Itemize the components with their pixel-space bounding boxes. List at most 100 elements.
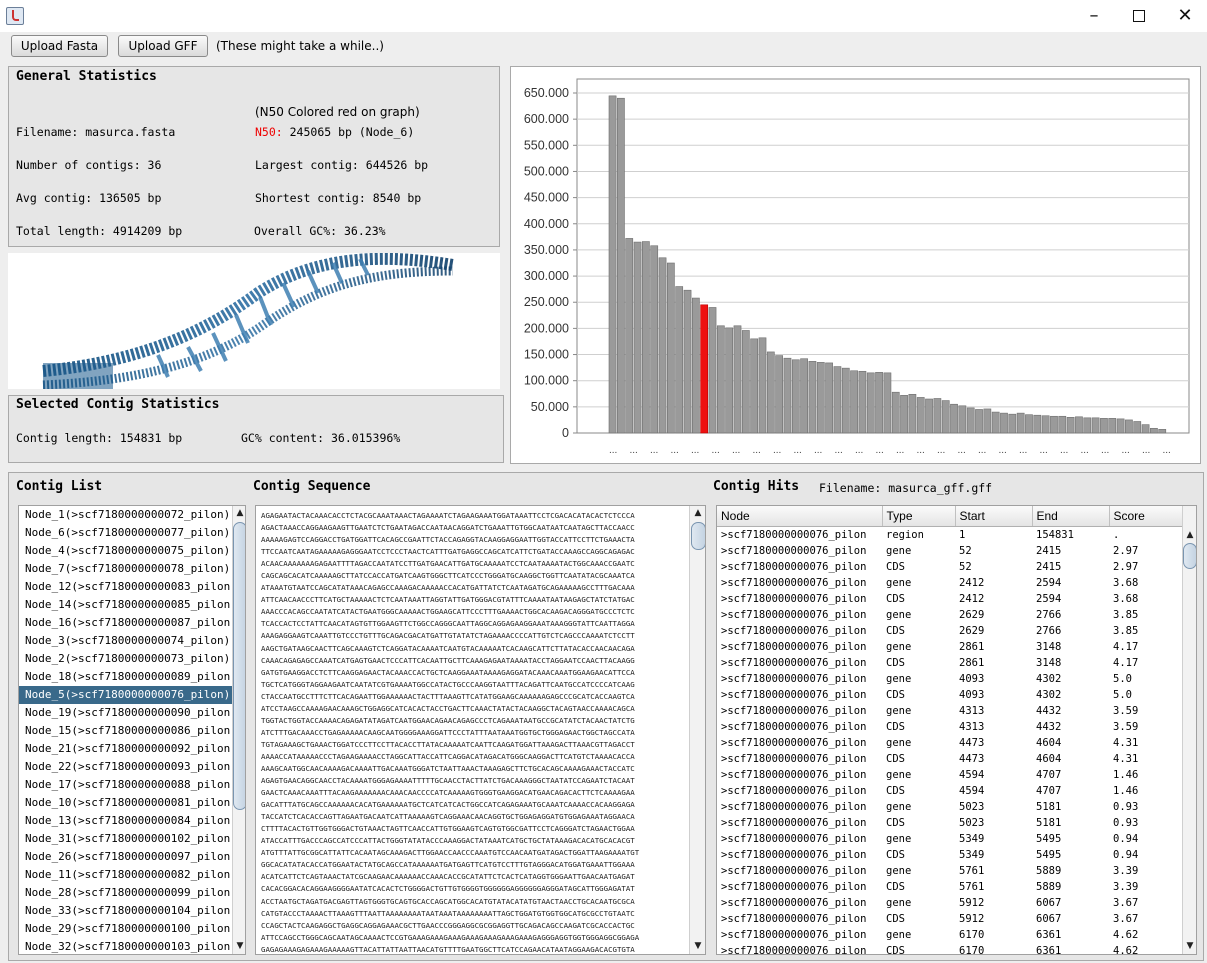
contig-list-item[interactable]: Node_26(>scf7180000000097_pilon)	[25, 850, 237, 863]
contig-list-item[interactable]: Node_2(>scf7180000000073_pilon)	[25, 652, 231, 665]
hits-scroll-thumb[interactable]	[1183, 543, 1196, 569]
table-row[interactable]: >scf7180000000076_pilon gene 5349 5495 0.94	[717, 831, 1182, 847]
table-row[interactable]: >scf7180000000076_pilon CDS 5761 5889 3.39	[717, 879, 1182, 895]
table-row[interactable]: >scf7180000000076_pilon gene 2629 2766 3.85	[717, 607, 1182, 623]
upload-gff-button[interactable]: Upload GFF	[118, 35, 208, 57]
table-row[interactable]: >scf7180000000076_pilon CDS 52 2415 2.97	[717, 559, 1182, 575]
contig-list-item[interactable]: Node_13(>scf7180000000084_pilon)	[25, 814, 237, 827]
contig-list-item[interactable]: Node_19(>scf7180000000090_pilon)	[25, 706, 237, 719]
scroll-down-icon[interactable]: ▼	[236, 941, 244, 951]
contig-list-item[interactable]: Node_31(>scf7180000000102_pilon)	[25, 832, 237, 845]
column-header-start[interactable]: Start	[955, 506, 1033, 527]
contig-list-title: Contig List	[16, 479, 103, 494]
table-cell: 6361	[1036, 928, 1062, 941]
y-tick-label: 0	[562, 426, 569, 440]
scroll-up-icon[interactable]: ▲	[694, 508, 702, 518]
column-header-end[interactable]: End	[1032, 506, 1110, 527]
contig-list-item[interactable]: Node_6(>scf7180000000077_pilon)	[25, 526, 231, 539]
table-row[interactable]: >scf7180000000076_pilon CDS 2412 2594 3.68	[717, 591, 1182, 607]
table-row[interactable]: >scf7180000000076_pilon CDS 4093 4302 5.0	[717, 687, 1182, 703]
contig-list-item[interactable]: Node_32(>scf7180000000103_pilon)	[25, 940, 237, 953]
table-row[interactable]: >scf7180000000076_pilon gene 2861 3148 4.17	[717, 639, 1182, 655]
table-cell: 2766	[1036, 608, 1062, 621]
table-cell: 5023	[959, 816, 985, 829]
table-row[interactable]: >scf7180000000076_pilon gene 4313 4432 3.59	[717, 703, 1182, 719]
maximize-icon[interactable]	[1124, 4, 1154, 28]
x-tick-label: ...	[896, 445, 904, 456]
table-row[interactable]: >scf7180000000076_pilon gene 4594 4707 1.46	[717, 767, 1182, 783]
close-icon[interactable]: ✕	[1177, 5, 1193, 26]
contig-list-item[interactable]: Node_7(>scf7180000000078_pilon)	[25, 562, 231, 575]
contig-list-item[interactable]: Node_3(>scf7180000000074_pilon)	[25, 634, 231, 647]
scroll-up-icon[interactable]: ▲	[236, 508, 244, 518]
table-cell: >scf7180000000076_pilon	[721, 640, 867, 653]
contig-list-item[interactable]: Node_17(>scf7180000000088_pilon)	[25, 778, 237, 791]
chart-bar	[625, 238, 634, 434]
column-header-type[interactable]: Type	[882, 506, 956, 527]
contig-list-item[interactable]: Node_22(>scf7180000000093_pilon)	[25, 760, 237, 773]
contig-list-item[interactable]: Node_11(>scf7180000000082_pilon)	[25, 868, 237, 881]
table-cell: 3148	[1036, 640, 1062, 653]
table-cell: 4.62	[1113, 944, 1139, 955]
minimize-icon[interactable]: –	[1089, 5, 1099, 26]
table-row[interactable]: >scf7180000000076_pilon gene 5023 5181 0.93	[717, 799, 1182, 815]
upload-fasta-button[interactable]: Upload Fasta	[11, 35, 108, 57]
table-cell: 2.97	[1113, 544, 1139, 557]
table-row[interactable]: >scf7180000000076_pilon gene 4093 4302 5.0	[717, 671, 1182, 687]
table-row[interactable]: >scf7180000000076_pilon CDS 5023 5181 0.93	[717, 815, 1182, 831]
table-cell: 4.31	[1113, 752, 1139, 765]
scroll-up-icon[interactable]: ▲	[1186, 530, 1194, 540]
table-cell: CDS	[886, 624, 905, 637]
table-row[interactable]: >scf7180000000076_pilon CDS 5349 5495 0.94	[717, 847, 1182, 863]
contig-list-item[interactable]: Node_10(>scf7180000000081_pilon)	[25, 796, 237, 809]
contig-list[interactable]: Node_1(>scf7180000000072_pilon) Node_6(>s…	[18, 505, 246, 955]
scroll-down-icon[interactable]: ▼	[694, 941, 702, 951]
contig-sequence-text[interactable]: AGAGAATACTACAAACACCTCTACGCAAATAAACTAGAAA…	[256, 506, 693, 954]
sequence-scroll-thumb[interactable]	[691, 522, 705, 550]
contig-list-item[interactable]: Node_14(>scf7180000000085_pilon)	[25, 598, 237, 611]
contig-list-item[interactable]: Node_15(>scf7180000000086_pilon)	[25, 724, 237, 737]
sequence-line: AAAGCAATGGCAACAAAAGACAAAATTGACAAATGGGATC…	[261, 763, 635, 773]
contig-list-item[interactable]: Node_16(>scf7180000000087_pilon)	[25, 616, 237, 629]
contig-list-item[interactable]: Node_5(>scf7180000000076_pilon)	[19, 686, 232, 704]
table-row[interactable]: >scf7180000000076_pilon gene 52 2415 2.97	[717, 543, 1182, 559]
table-row[interactable]: >scf7180000000076_pilon CDS 5912 6067 3.67	[717, 911, 1182, 927]
contig-list-item[interactable]: Node_29(>scf7180000000100_pilon)	[25, 922, 237, 935]
contig-list-item[interactable]: Node_18(>scf7180000000089_pilon)	[25, 670, 237, 683]
contig-list-scroll-thumb[interactable]	[233, 522, 245, 810]
contig-list-item[interactable]: Node_1(>scf7180000000072_pilon)	[25, 508, 231, 521]
table-cell: 4473	[959, 736, 985, 749]
contig-list-item[interactable]: Node_21(>scf7180000000092_pilon)	[25, 742, 237, 755]
table-cell: 2415	[1036, 560, 1062, 573]
table-cell: >scf7180000000076_pilon	[721, 896, 867, 909]
table-row[interactable]: >scf7180000000076_pilon gene 4473 4604 4.31	[717, 735, 1182, 751]
sequence-line: TGCTCATGGGTAGGAAGAATCAATATCGTGAAAATGGCCA…	[261, 679, 635, 689]
table-row[interactable]: >scf7180000000076_pilon gene 5761 5889 3.39	[717, 863, 1182, 879]
hits-scrollbar[interactable]: ▲ ▼	[1182, 506, 1196, 954]
contig-sequence-area[interactable]: AGAGAATACTACAAACACCTCTACGCAAATAAACTAGAAA…	[255, 505, 706, 955]
column-header-node[interactable]: Node	[717, 506, 883, 527]
table-row[interactable]: >scf7180000000076_pilon gene 2412 2594 3.68	[717, 575, 1182, 591]
table-row[interactable]: >scf7180000000076_pilon gene 6170 6361 4.62	[717, 927, 1182, 943]
table-row[interactable]: >scf7180000000076_pilon CDS 4313 4432 3.59	[717, 719, 1182, 735]
table-row[interactable]: >scf7180000000076_pilon gene 5912 6067 3.67	[717, 895, 1182, 911]
contig-list-item[interactable]: Node_28(>scf7180000000099_pilon)	[25, 886, 237, 899]
sequence-scrollbar[interactable]: ▲ ▼	[689, 506, 705, 954]
scroll-down-icon[interactable]: ▼	[1186, 941, 1194, 951]
chart-bar	[1100, 418, 1108, 434]
table-row[interactable]: >scf7180000000076_pilon CDS 2629 2766 3.85	[717, 623, 1182, 639]
table-cell: 5.0	[1113, 672, 1132, 685]
table-row[interactable]: >scf7180000000076_pilon CDS 4594 4707 1.46	[717, 783, 1182, 799]
table-row[interactable]: >scf7180000000076_pilon region 1 154831.	[717, 526, 1182, 543]
table-row[interactable]: >scf7180000000076_pilon CDS 2861 3148 4.17	[717, 655, 1182, 671]
contig-list-scrollbar[interactable]: ▲ ▼	[232, 506, 245, 954]
contig-list-item[interactable]: Node_33(>scf7180000000104_pilon)	[25, 904, 237, 917]
table-row[interactable]: >scf7180000000076_pilon CDS 6170 6361 4.62	[717, 943, 1182, 955]
column-header-score[interactable]: Score	[1109, 506, 1183, 527]
table-row[interactable]: >scf7180000000076_pilon CDS 4473 4604 4.31	[717, 751, 1182, 767]
y-tick-label: 300.000	[524, 269, 569, 283]
contig-list-item[interactable]: Node_4(>scf7180000000075_pilon)	[25, 544, 231, 557]
chart-bar	[1141, 424, 1150, 434]
contig-list-item[interactable]: Node_12(>scf7180000000083_pilon)	[25, 580, 237, 593]
table-cell: 4594	[959, 784, 985, 797]
